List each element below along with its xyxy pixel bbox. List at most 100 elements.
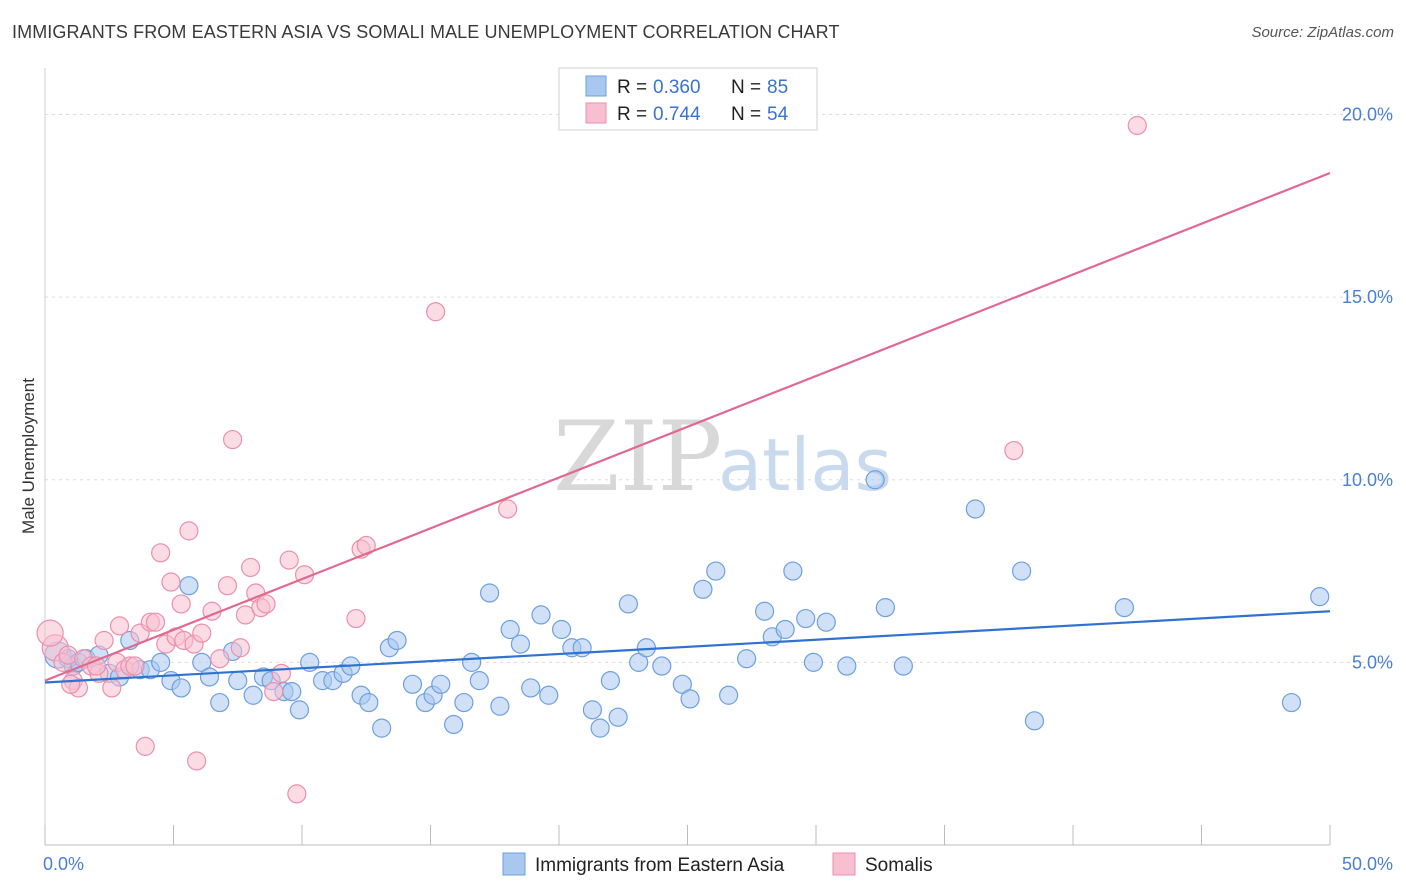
bottom-legend-label-1: Somalis	[865, 855, 933, 876]
chart-title: IMMIGRANTS FROM EASTERN ASIA VS SOMALI M…	[12, 22, 840, 42]
y-tick-label-0: 5.0%	[1352, 652, 1393, 672]
y-axis-label: Male Unemployment	[19, 378, 38, 534]
point-eastern-asia-78	[893, 656, 913, 676]
point-somalis-48	[498, 499, 518, 519]
point-eastern-asia-80	[1011, 561, 1032, 581]
point-eastern-asia-16	[199, 667, 220, 687]
point-somalis-34	[235, 605, 256, 625]
point-eastern-asia-43	[469, 671, 489, 691]
point-eastern-asia-33	[372, 718, 392, 738]
legend-n-value-1: 54	[767, 104, 789, 125]
point-eastern-asia-66	[719, 685, 739, 705]
point-eastern-asia-19	[228, 671, 248, 691]
point-eastern-asia-81	[1024, 711, 1045, 731]
bottom-legend-swatch-1	[832, 852, 856, 876]
y-tick-label-1: 10.0%	[1342, 470, 1393, 490]
point-somalis-27	[187, 751, 207, 771]
point-somalis-16	[135, 736, 155, 756]
point-somalis-31	[217, 576, 238, 596]
legend-r-value-0: 0.360	[653, 77, 701, 98]
point-eastern-asia-84	[1310, 587, 1330, 607]
point-eastern-asia-67	[737, 649, 757, 669]
point-eastern-asia-32	[359, 692, 379, 713]
point-eastern-asia-68	[754, 601, 775, 621]
y-tick-labels: 5.0% 10.0% 15.0% 20.0%	[1342, 105, 1393, 673]
point-eastern-asia-46	[500, 619, 520, 640]
bottom-legend-swatch-0	[502, 852, 526, 876]
legend-r-value-1: 0.744	[653, 104, 701, 125]
point-somalis-52	[61, 674, 81, 694]
point-eastern-asia-17	[210, 692, 230, 713]
point-eastern-asia-65	[706, 561, 726, 581]
point-somalis-35	[241, 557, 261, 578]
point-somalis-42	[287, 784, 307, 804]
legend-swatch-1	[585, 102, 607, 124]
point-eastern-asia-72	[796, 608, 816, 629]
y-tick-label-3: 20.0%	[1342, 105, 1393, 125]
point-eastern-asia-25	[289, 700, 310, 720]
point-somalis-44	[346, 608, 366, 629]
x-tick-label-1: 50.0%	[1342, 854, 1393, 874]
point-somalis-41	[279, 550, 299, 570]
point-somalis-8	[94, 630, 114, 651]
legend-n-value-0: 85	[767, 77, 788, 98]
axes	[44, 68, 1331, 846]
bottom-legend-label-0: Immigrants from Eastern Asia	[535, 855, 785, 876]
point-eastern-asia-20	[243, 685, 263, 705]
x-tick-label-0: 0.0%	[43, 854, 84, 874]
point-eastern-asia-35	[387, 630, 407, 651]
point-eastern-asia-73	[803, 652, 824, 672]
point-somalis-47	[426, 302, 446, 322]
point-somalis-49	[1004, 440, 1024, 461]
point-eastern-asia-58	[618, 594, 638, 614]
point-eastern-asia-61	[652, 656, 672, 676]
point-eastern-asia-36	[402, 674, 423, 694]
watermark-zip: ZIP	[553, 401, 722, 513]
x-tick-labels: 0.0% 50.0%	[43, 854, 1393, 874]
point-somalis-33	[230, 638, 250, 658]
point-eastern-asia-39	[431, 674, 451, 694]
point-eastern-asia-55	[590, 718, 610, 738]
point-eastern-asia-24	[282, 681, 302, 702]
point-somalis-51	[36, 619, 64, 647]
point-somalis-30	[210, 649, 230, 669]
point-eastern-asia-76	[865, 470, 885, 490]
point-eastern-asia-74	[816, 612, 836, 632]
legend-swatch-0	[585, 75, 607, 97]
point-somalis-28	[192, 623, 212, 643]
point-eastern-asia-45	[490, 696, 510, 716]
point-eastern-asia-14	[179, 576, 199, 596]
point-eastern-asia-63	[680, 689, 700, 709]
point-somalis-9	[102, 678, 122, 698]
point-eastern-asia-75	[837, 656, 857, 676]
point-somalis-32	[223, 429, 243, 450]
point-somalis-50	[1127, 115, 1147, 136]
point-eastern-asia-70	[775, 619, 795, 640]
point-eastern-asia-44	[480, 583, 500, 603]
point-eastern-asia-42	[462, 652, 482, 672]
point-somalis-19	[151, 543, 171, 563]
y-tick-label-2: 15.0%	[1342, 287, 1393, 307]
point-somalis-38	[256, 594, 276, 614]
point-eastern-asia-48	[521, 678, 541, 698]
point-somalis-21	[161, 572, 181, 592]
point-somalis-18	[145, 612, 166, 632]
point-eastern-asia-41	[454, 692, 474, 713]
point-eastern-asia-51	[551, 619, 572, 640]
point-eastern-asia-82	[1114, 597, 1135, 618]
point-eastern-asia-79	[965, 499, 985, 519]
point-somalis-25	[179, 521, 199, 541]
legend-r-label-1: R =	[617, 104, 647, 125]
point-eastern-asia-83	[1281, 692, 1302, 713]
point-eastern-asia-64	[693, 579, 713, 599]
trend-line-somalis	[44, 171, 1331, 682]
watermark-atlas: atlas	[718, 423, 892, 507]
point-eastern-asia-54	[582, 700, 603, 720]
trend-lines	[44, 171, 1331, 684]
legend-n-label-1: N =	[731, 104, 761, 125]
trend-line-eastern-asia	[44, 610, 1331, 684]
source-credit: Source: ZipAtlas.com	[1251, 24, 1394, 41]
point-eastern-asia-77	[875, 597, 895, 618]
point-eastern-asia-11	[151, 652, 171, 672]
